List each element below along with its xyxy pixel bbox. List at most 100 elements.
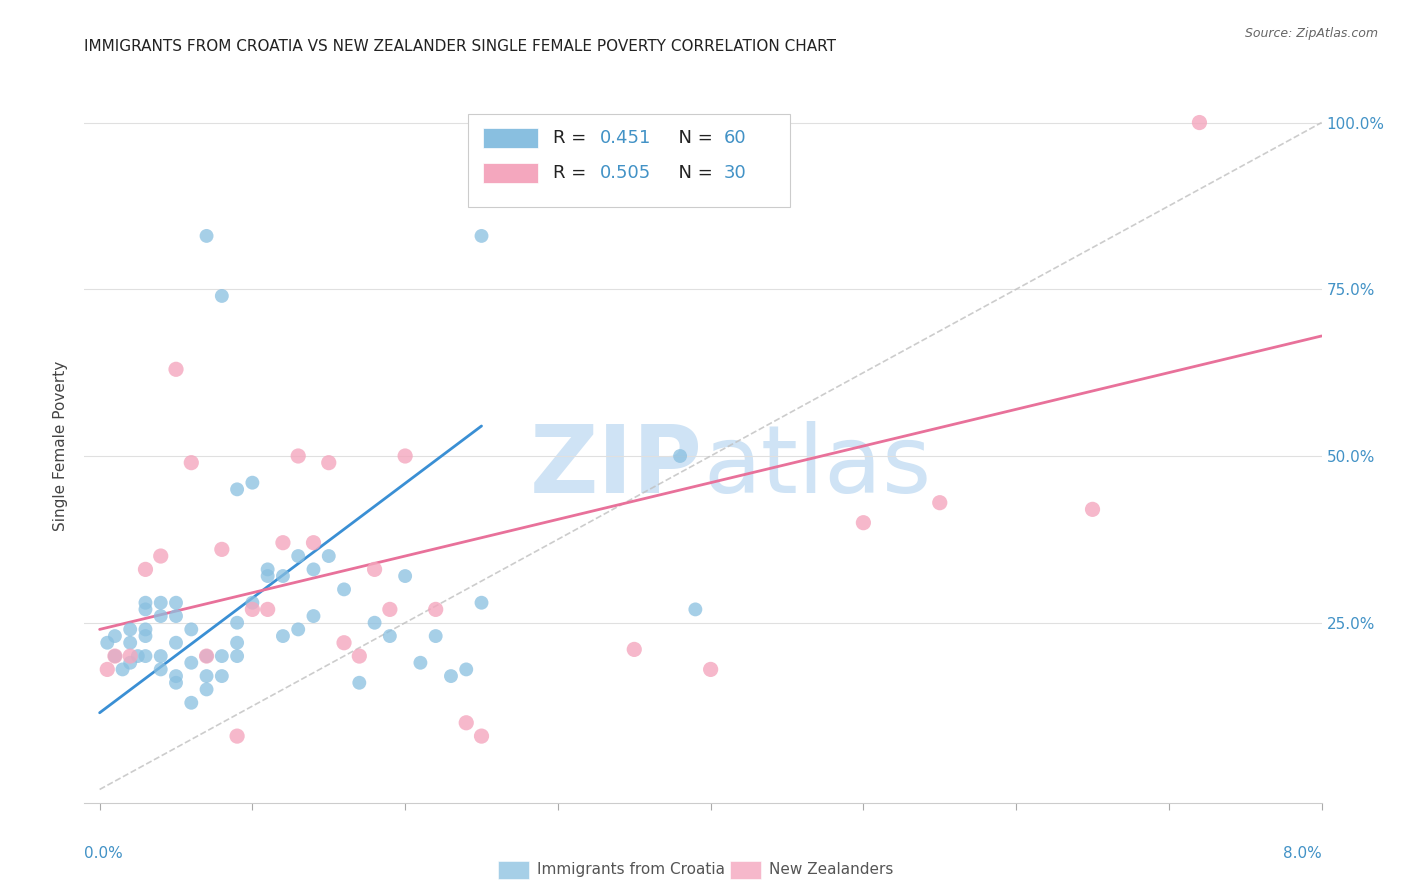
Point: [134, 649, 156, 664]
Point: [165, 669, 187, 683]
Bar: [482, 163, 538, 184]
Point: [394, 449, 416, 463]
Bar: [730, 861, 761, 879]
Point: [318, 456, 340, 470]
Point: [149, 649, 172, 664]
Point: [195, 669, 218, 683]
Point: [256, 569, 278, 583]
Point: [104, 649, 127, 664]
Point: [287, 623, 309, 637]
Point: [211, 289, 233, 303]
Point: [378, 629, 401, 643]
Point: [456, 662, 478, 676]
Point: [349, 649, 371, 664]
Point: [149, 609, 172, 624]
Point: [928, 496, 950, 510]
Point: [134, 602, 156, 616]
Point: [165, 609, 187, 624]
Point: [226, 729, 249, 743]
Point: [242, 475, 264, 490]
FancyBboxPatch shape: [468, 114, 790, 207]
Point: [195, 682, 218, 697]
Point: [149, 662, 172, 676]
Point: [333, 582, 356, 597]
Point: [349, 675, 371, 690]
Text: 8.0%: 8.0%: [1282, 846, 1322, 861]
Point: [127, 649, 149, 664]
Point: [669, 449, 692, 463]
Text: atlas: atlas: [703, 421, 931, 514]
Text: 0.505: 0.505: [600, 164, 651, 182]
Point: [120, 649, 142, 664]
Text: N =: N =: [666, 128, 718, 146]
Text: Source: ZipAtlas.com: Source: ZipAtlas.com: [1244, 27, 1378, 40]
Point: [242, 602, 264, 616]
Point: [287, 449, 309, 463]
Point: [104, 649, 127, 664]
Point: [699, 662, 721, 676]
Point: [333, 636, 356, 650]
Text: R =: R =: [554, 128, 592, 146]
Text: IMMIGRANTS FROM CROATIA VS NEW ZEALANDER SINGLE FEMALE POVERTY CORRELATION CHART: IMMIGRANTS FROM CROATIA VS NEW ZEALANDER…: [84, 38, 837, 54]
Text: ZIP: ZIP: [530, 421, 703, 514]
Point: [104, 629, 127, 643]
Point: [456, 715, 478, 730]
Point: [180, 656, 202, 670]
Point: [271, 569, 294, 583]
Point: [134, 562, 156, 576]
Point: [318, 549, 340, 563]
Point: [226, 636, 249, 650]
Point: [120, 623, 142, 637]
Point: [180, 456, 202, 470]
Point: [440, 669, 463, 683]
Point: [195, 649, 218, 664]
Bar: [498, 861, 529, 879]
Text: 60: 60: [724, 128, 747, 146]
Bar: [482, 128, 538, 148]
Point: [1188, 115, 1211, 129]
Text: 0.451: 0.451: [600, 128, 651, 146]
Point: [96, 662, 118, 676]
Text: 0.0%: 0.0%: [84, 846, 124, 861]
Point: [409, 656, 432, 670]
Point: [111, 662, 134, 676]
Point: [180, 696, 202, 710]
Point: [242, 596, 264, 610]
Point: [852, 516, 875, 530]
Point: [302, 535, 325, 549]
Point: [195, 649, 218, 664]
Point: [165, 596, 187, 610]
Point: [271, 629, 294, 643]
Point: [180, 623, 202, 637]
Point: [120, 656, 142, 670]
Text: Immigrants from Croatia: Immigrants from Croatia: [537, 863, 725, 877]
Point: [256, 562, 278, 576]
Point: [425, 602, 447, 616]
Y-axis label: Single Female Poverty: Single Female Poverty: [53, 361, 69, 531]
Point: [226, 649, 249, 664]
Point: [256, 602, 278, 616]
Text: 30: 30: [724, 164, 747, 182]
Point: [363, 562, 385, 576]
Point: [394, 569, 416, 583]
Point: [302, 562, 325, 576]
Point: [378, 602, 401, 616]
Point: [363, 615, 385, 630]
Point: [425, 629, 447, 643]
Point: [470, 729, 492, 743]
Point: [165, 362, 187, 376]
Point: [96, 636, 118, 650]
Point: [226, 615, 249, 630]
Point: [165, 675, 187, 690]
Point: [211, 649, 233, 664]
Point: [211, 669, 233, 683]
Text: R =: R =: [554, 164, 592, 182]
Text: New Zealanders: New Zealanders: [769, 863, 893, 877]
Point: [120, 636, 142, 650]
Point: [685, 602, 707, 616]
Point: [623, 642, 645, 657]
Point: [1081, 502, 1104, 516]
Text: N =: N =: [666, 164, 718, 182]
Point: [470, 596, 492, 610]
Point: [134, 629, 156, 643]
